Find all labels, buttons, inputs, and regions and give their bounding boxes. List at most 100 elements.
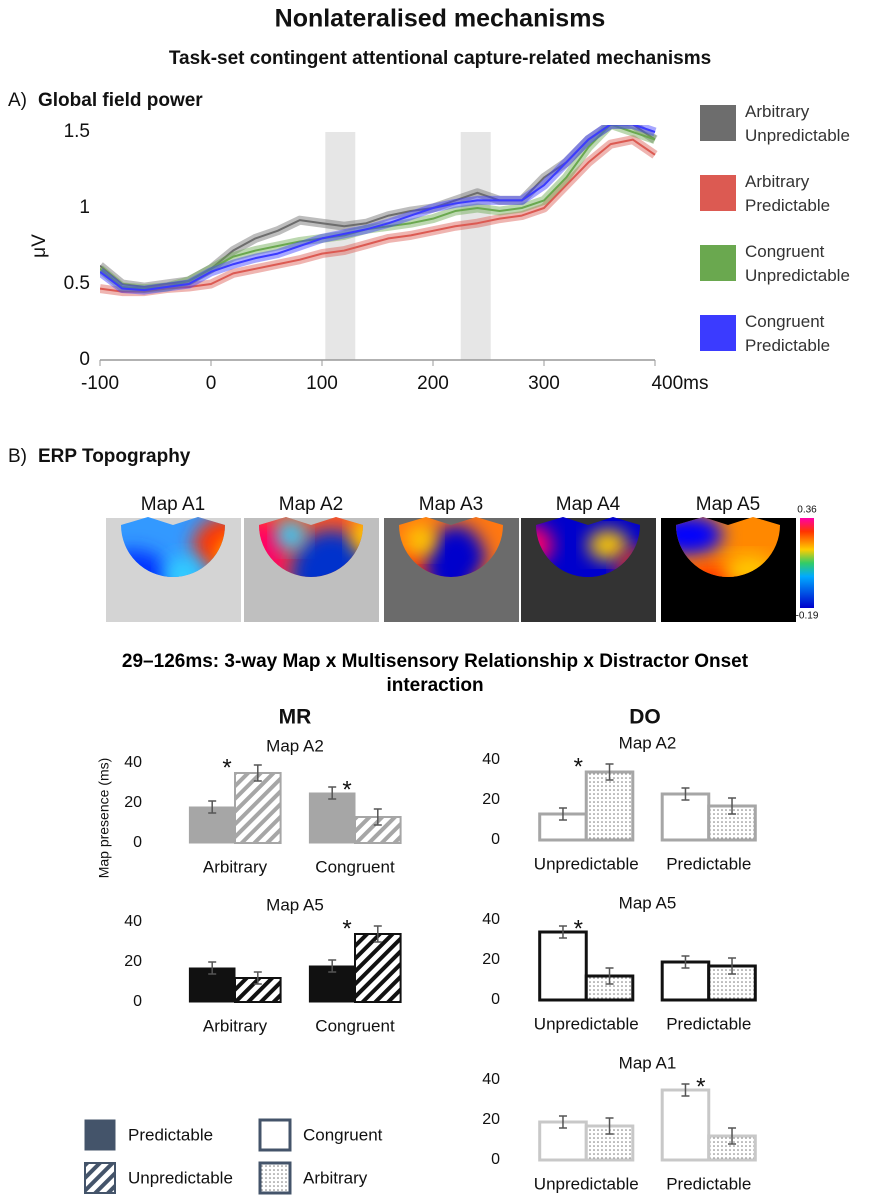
panel-letter: A) bbox=[8, 90, 27, 111]
x-tick-label: Predictable bbox=[666, 854, 751, 873]
error-bar bbox=[728, 957, 737, 975]
series-band bbox=[100, 125, 657, 294]
y-axis-label: Map presence (ms) bbox=[96, 758, 112, 879]
map-label: Map A2 bbox=[279, 494, 343, 515]
panel-letter: B) bbox=[8, 446, 27, 467]
y-tick-label: 0 bbox=[79, 349, 90, 370]
series-band bbox=[100, 125, 658, 292]
legend-label: Congruent Unpredictable bbox=[745, 242, 850, 285]
error-bar bbox=[681, 1083, 690, 1097]
x-tick-label: Congruent bbox=[315, 857, 395, 876]
error-bar bbox=[728, 797, 737, 815]
y-tick-label: 0 bbox=[491, 831, 500, 848]
error-bar bbox=[681, 955, 690, 969]
y-tick-label: 1 bbox=[79, 197, 90, 218]
error-bar bbox=[681, 787, 690, 801]
y-tick-label: 20 bbox=[124, 794, 142, 811]
legend-swatch bbox=[258, 1161, 292, 1195]
legend-swatch bbox=[700, 175, 736, 211]
figure-title: Nonlateralised mechanisms bbox=[275, 5, 606, 33]
series-line bbox=[100, 138, 656, 293]
x-tick-label: Predictable bbox=[666, 1174, 751, 1193]
analysis-title: 29–126ms: 3-way Map x Multisensory Relat… bbox=[121, 651, 749, 696]
legend-swatch bbox=[700, 245, 736, 281]
bar bbox=[538, 930, 588, 1002]
colorbar-label: -0.19 bbox=[796, 611, 819, 622]
x-tick-label: Unpredictable bbox=[534, 854, 639, 873]
y-axis-label: μV bbox=[29, 234, 50, 258]
topography bbox=[106, 517, 796, 622]
significance-marker: * bbox=[222, 754, 231, 781]
bar bbox=[660, 792, 711, 842]
x-tick-label: Congruent bbox=[315, 1016, 395, 1035]
error-bar bbox=[253, 971, 262, 985]
y-tick-label: 20 bbox=[482, 1111, 500, 1128]
colorbar-label: 0.36 bbox=[797, 505, 817, 516]
highlight-window bbox=[460, 132, 491, 360]
x-tick-label: -100 bbox=[81, 373, 119, 394]
figure-subtitle: Task-set contingent attentional capture-… bbox=[169, 48, 711, 69]
significance-marker: * bbox=[574, 915, 583, 942]
highlight-window bbox=[325, 132, 356, 360]
series-group bbox=[100, 125, 658, 297]
x-tick-label: 200 bbox=[417, 373, 449, 394]
error-bar bbox=[208, 961, 217, 975]
x-tick-label: Arbitrary bbox=[203, 857, 268, 876]
y-tick-label: 20 bbox=[482, 791, 500, 808]
significance-marker: * bbox=[574, 753, 583, 780]
significance-marker: * bbox=[696, 1073, 705, 1100]
chart-title: Map A5 bbox=[619, 893, 677, 912]
y-tick-label: 40 bbox=[124, 754, 142, 771]
legend-label: Arbitrary bbox=[303, 1168, 368, 1187]
legend-swatch bbox=[84, 1119, 116, 1151]
x-tick-label: Unpredictable bbox=[534, 1174, 639, 1193]
legend-label: Predictable bbox=[128, 1125, 213, 1144]
y-tick-label: 0.5 bbox=[64, 273, 90, 294]
error-bar bbox=[558, 807, 567, 821]
y-tick-label: 40 bbox=[482, 751, 500, 768]
x-tick-label: 300 bbox=[528, 373, 560, 394]
panel-label: Global field power bbox=[38, 90, 203, 111]
legend-label: Arbitrary Unpredictable bbox=[745, 102, 850, 145]
group-heading: DO bbox=[629, 706, 661, 729]
error-bar bbox=[253, 764, 262, 782]
x-tick-label: Arbitrary bbox=[203, 1016, 268, 1035]
bar bbox=[234, 772, 282, 844]
y-tick-label: 1.5 bbox=[64, 121, 90, 142]
map-label: Map A5 bbox=[696, 494, 760, 515]
legend-swatch bbox=[700, 315, 736, 351]
error-bar bbox=[605, 967, 614, 985]
error-bar bbox=[328, 959, 337, 973]
error-bar bbox=[328, 786, 337, 800]
group-heading: MR bbox=[279, 706, 312, 729]
x-tick-label: Unpredictable bbox=[534, 1014, 639, 1033]
y-tick-label: 20 bbox=[124, 953, 142, 970]
y-tick-label: 40 bbox=[124, 913, 142, 930]
x-tick-label: Predictable bbox=[666, 1014, 751, 1033]
x-tick-label: 100 bbox=[306, 373, 338, 394]
series-band bbox=[100, 125, 657, 295]
y-tick-label: 0 bbox=[133, 834, 142, 851]
legend-label: Congruent bbox=[303, 1125, 383, 1144]
series-line bbox=[100, 125, 656, 290]
y-tick-label: 20 bbox=[482, 951, 500, 968]
x-tick-label: 400ms bbox=[651, 373, 708, 394]
series-line bbox=[100, 125, 656, 292]
bar bbox=[354, 933, 402, 1003]
chart-title: Map A1 bbox=[619, 1053, 677, 1072]
legend-label: Congruent Predictable bbox=[745, 312, 831, 355]
error-bar bbox=[208, 800, 217, 814]
significance-marker: * bbox=[342, 915, 351, 942]
error-bar bbox=[605, 763, 614, 781]
y-tick-label: 40 bbox=[482, 911, 500, 928]
significance-marker: * bbox=[342, 776, 351, 803]
error-bar bbox=[558, 925, 567, 939]
legend-swatch bbox=[258, 1118, 292, 1152]
y-tick-label: 0 bbox=[133, 993, 142, 1010]
x-tick-label: 0 bbox=[206, 373, 217, 394]
legend-label: Arbitrary Predictable bbox=[745, 172, 831, 215]
error-bar bbox=[373, 808, 382, 826]
error-bar bbox=[605, 1117, 614, 1135]
